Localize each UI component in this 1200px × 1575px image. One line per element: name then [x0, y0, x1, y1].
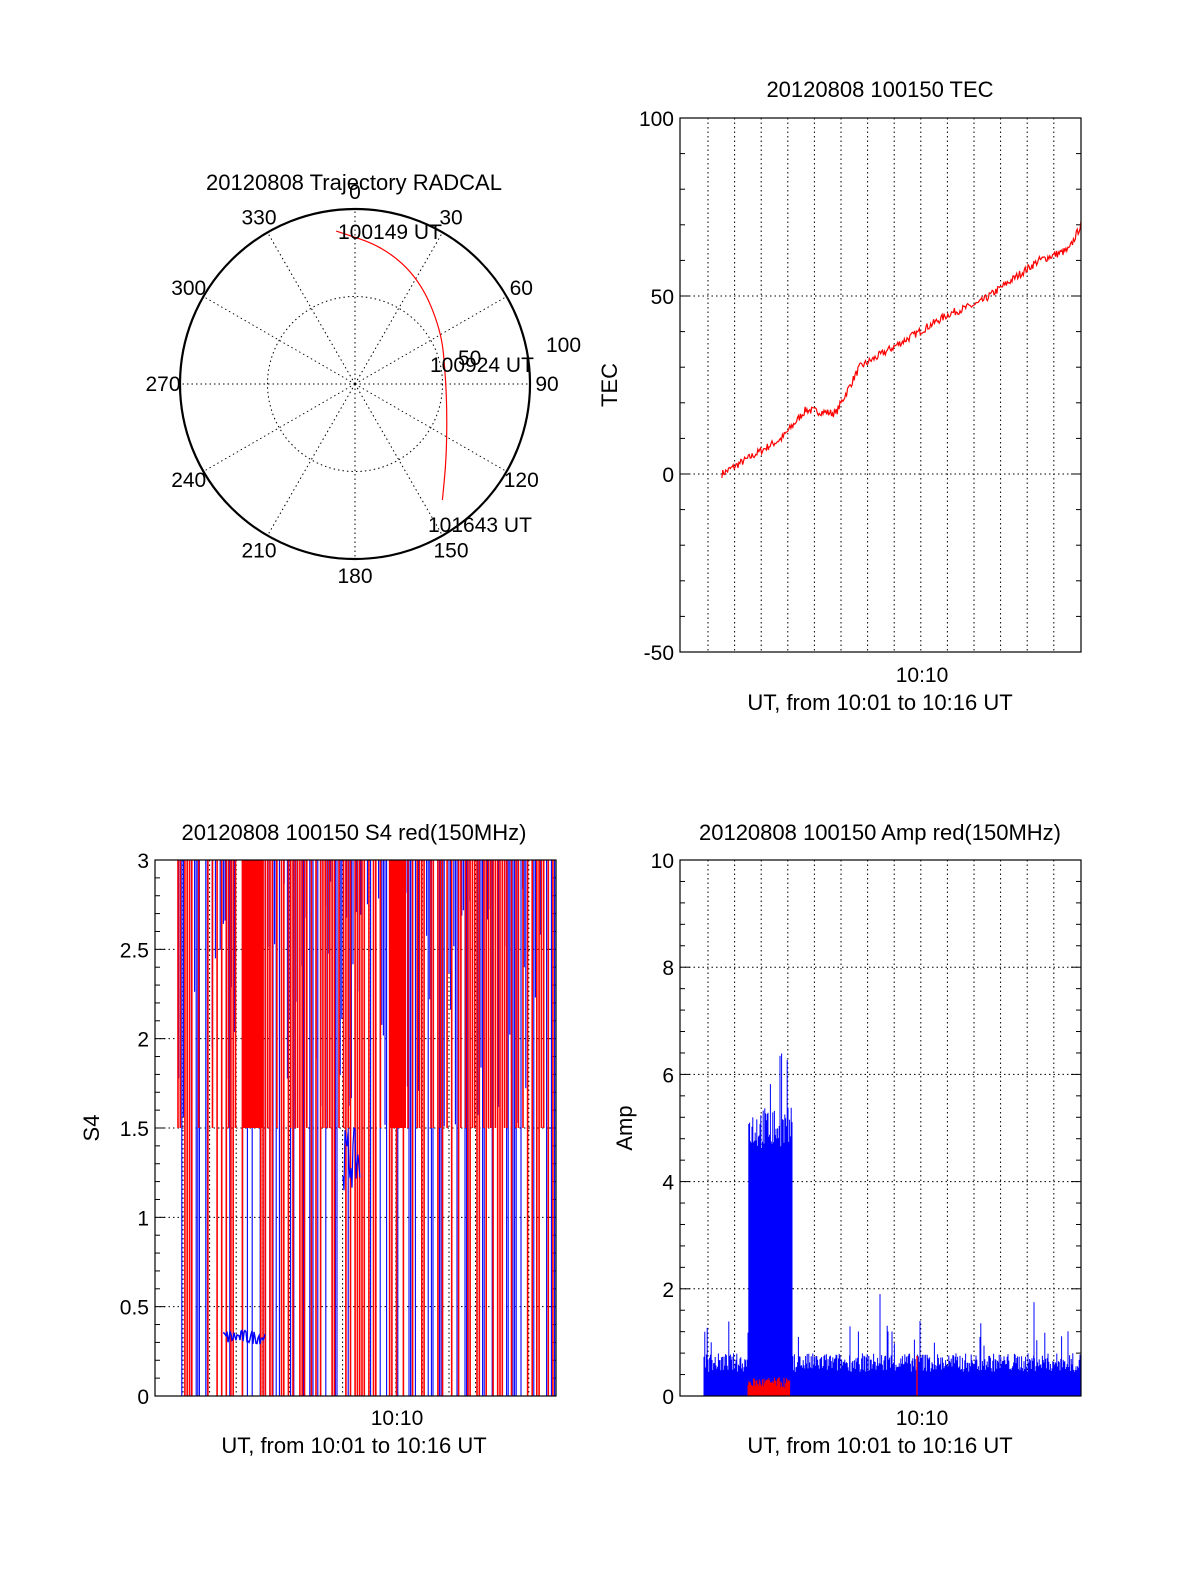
s4-title: 20120808 100150 S4 red(150MHz): [182, 820, 527, 845]
polar-angle-label: 0: [349, 181, 361, 204]
trajectory-line: [336, 230, 448, 501]
y-tick-label: 2: [662, 1279, 674, 1302]
amp-title: 20120808 100150 Amp red(150MHz): [699, 820, 1061, 845]
polar-angle-label: 30: [439, 207, 462, 230]
tec-y-axis-label: TEC: [597, 363, 622, 407]
s4-x-axis-label: UT, from 10:01 to 10:16 UT: [221, 1433, 486, 1458]
s4-red-spikes: [177, 860, 554, 1396]
y-tick-label: 2.5: [120, 939, 149, 962]
polar-angle-label: 150: [433, 539, 468, 562]
trajectory-start-label: 100149 UT: [338, 221, 442, 244]
amp-plot-frame: [679, 859, 1082, 1397]
amp-red-series: [747, 1377, 791, 1396]
tec-title: 20120808 100150 TEC: [766, 77, 993, 102]
polar-angle-label: 240: [171, 469, 206, 492]
trajectory-end-label: 101643 UT: [428, 514, 532, 537]
y-tick-label: 0.5: [120, 1297, 149, 1320]
polar-radial-label-50: 50: [458, 347, 481, 370]
s4-chart: 20120808 100150 S4 red(150MHz) 3 2.5 2 1.5 1…: [79, 820, 557, 1458]
y-tick-label: 1.5: [120, 1118, 149, 1141]
amp-blue-series: [703, 1053, 1081, 1396]
s4-series: [177, 860, 556, 1396]
y-tick-label: 4: [662, 1172, 674, 1195]
polar-angle-label: 300: [171, 277, 206, 300]
y-tick-label: -50: [644, 642, 674, 665]
polar-angle-label: 60: [510, 277, 533, 300]
s4-red-block: [390, 860, 406, 1128]
amp-chart: 20120808 100150 Amp red(150MHz) 1086420 …: [612, 820, 1082, 1458]
polar-angle-label: 270: [145, 373, 180, 396]
s4-y-axis-label: S4: [79, 1115, 104, 1142]
s4-blue-dip: [342, 1127, 361, 1191]
polar-grid-spoke: [203, 383, 356, 472]
tec-chart: 20120808 100150 TEC 100 50 0 -50 10:10 UT, …: [597, 77, 1082, 715]
amp-x-tick-label: 10:10: [896, 1407, 949, 1430]
amp-y-ticks: 10 8 6 4 2 0: [651, 850, 675, 1409]
y-tick-label: 2: [137, 1029, 149, 1052]
polar-angle-label: 120: [504, 469, 539, 492]
tec-y-ticks: 100 50 0 -50: [639, 108, 674, 665]
trajectory-mid-label: 100924 UT: [430, 354, 534, 377]
y-tick-label: 0: [662, 1386, 674, 1409]
amp-x-axis-label: UT, from 10:01 to 10:16 UT: [747, 1433, 1012, 1458]
s4-blue-low-segment: [222, 1329, 266, 1345]
polar-angle-label: 180: [337, 565, 372, 588]
polar-radial-label-100: 100: [546, 334, 581, 357]
tec-plot-frame: [679, 117, 1082, 653]
polar-outer-circle: [178, 207, 532, 561]
polar-angle-label: 90: [535, 373, 558, 396]
tec-x-tick-label: 10:10: [896, 664, 949, 687]
polar-grid-circle: [267, 296, 443, 472]
s4-plot-frame: [154, 859, 557, 1397]
y-tick-label: 1: [137, 1207, 149, 1230]
polar-angle-label: 330: [241, 207, 276, 230]
polar-angle-label: 210: [241, 539, 276, 562]
polar-grid: [180, 209, 530, 559]
tec-grid: [680, 117, 1081, 653]
polar-chart: 20120808 Trajectory RADCAL 0 30 60 90 120 150…: [145, 170, 581, 588]
amp-series: [703, 1053, 1081, 1396]
y-tick-label: 3: [137, 850, 149, 873]
y-tick-label: 0: [137, 1386, 149, 1409]
s4-red-block: [243, 860, 263, 1128]
s4-x-tick-label: 10:10: [371, 1407, 424, 1430]
s4-y-ticks: 3 2.5 2 1.5 1 0.5 0: [120, 850, 149, 1409]
polar-angle-labels: 0 30 60 90 120 150 180 210 240 270 300 330: [145, 181, 558, 588]
tec-series-line: [721, 221, 1082, 478]
y-tick-label: 0: [662, 464, 674, 487]
y-tick-label: 50: [651, 286, 674, 309]
y-tick-label: 8: [662, 957, 674, 980]
y-tick-label: 100: [639, 108, 674, 131]
y-tick-label: 6: [662, 1064, 674, 1087]
y-tick-label: 10: [651, 850, 674, 873]
polar-grid-spoke: [267, 383, 356, 536]
amp-y-axis-label: Amp: [612, 1105, 637, 1150]
polar-title: 20120808 Trajectory RADCAL: [206, 170, 502, 195]
tec-x-axis-label: UT, from 10:01 to 10:16 UT: [747, 690, 1012, 715]
